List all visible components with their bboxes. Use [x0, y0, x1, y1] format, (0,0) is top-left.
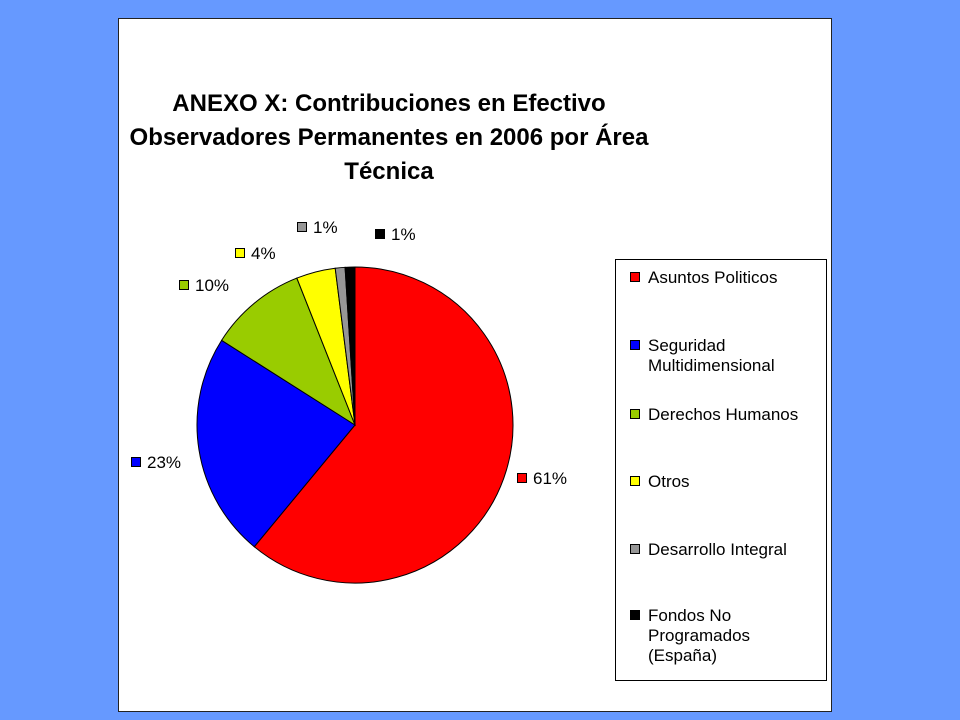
legend-label: Otros: [648, 472, 690, 491]
data-label-2: 10%: [179, 276, 229, 296]
pie-slice-5: [344, 266, 356, 426]
title-line-2: Observadores Permanentes en 2006 por Áre…: [129, 124, 649, 151]
legend: Asuntos Politicos Seguridad Multidimensi…: [615, 259, 827, 681]
legend-label: Desarrollo Integral: [648, 540, 787, 559]
legend-swatch: [630, 610, 640, 620]
data-label-4: 1%: [297, 218, 338, 238]
legend-swatch: [630, 272, 640, 282]
data-label-text: 4%: [251, 244, 276, 263]
legend-item-fondos-no-programados: Fondos No Programados (España): [630, 606, 788, 666]
data-label-swatch: [517, 473, 527, 483]
legend-label: Derechos Humanos: [648, 405, 799, 424]
data-label-swatch: [131, 457, 141, 467]
pie-slice-2: [220, 277, 357, 427]
data-label-swatch: [375, 229, 385, 239]
legend-item-desarrollo-integral: Desarrollo Integral: [630, 540, 828, 560]
pie-chart: [196, 266, 514, 584]
data-label-5: 1%: [375, 225, 416, 245]
legend-item-seguridad-multidimensional: Seguridad Multidimensional: [630, 336, 798, 376]
legend-item-otros: Otros: [630, 472, 828, 492]
legend-swatch: [630, 544, 640, 554]
title-line-3: Técnica: [344, 158, 434, 185]
data-label-text: 23%: [147, 453, 182, 472]
legend-label: Seguridad Multidimensional: [648, 336, 775, 375]
chart-title: ANEXO X: Contribuciones en Efectivo Obse…: [119, 87, 659, 189]
legend-swatch: [630, 340, 640, 350]
legend-item-asuntos-politicos: Asuntos Politicos: [630, 268, 828, 288]
legend-swatch: [630, 409, 640, 419]
data-label-text: 1%: [391, 225, 416, 244]
data-label-3: 4%: [235, 244, 276, 264]
data-label-swatch: [179, 280, 189, 290]
data-label-text: 61%: [533, 469, 568, 488]
legend-item-derechos-humanos: Derechos Humanos: [630, 405, 828, 425]
legend-label: Asuntos Politicos: [648, 268, 778, 287]
data-label-1: 23%: [131, 453, 181, 473]
title-line-1: ANEXO X: Contribuciones en Efectivo: [172, 90, 606, 117]
pie-slice-1: [196, 339, 356, 548]
legend-label: Fondos No Programados (España): [648, 606, 751, 665]
data-label-0: 61%: [517, 469, 567, 489]
data-label-swatch: [297, 222, 307, 232]
data-label-text: 10%: [195, 276, 230, 295]
legend-swatch: [630, 476, 640, 486]
pie-slice-0: [253, 266, 514, 584]
data-label-text: 1%: [313, 218, 338, 237]
data-label-swatch: [235, 248, 245, 258]
chart-panel: ANEXO X: Contribuciones en Efectivo Obse…: [118, 18, 832, 712]
